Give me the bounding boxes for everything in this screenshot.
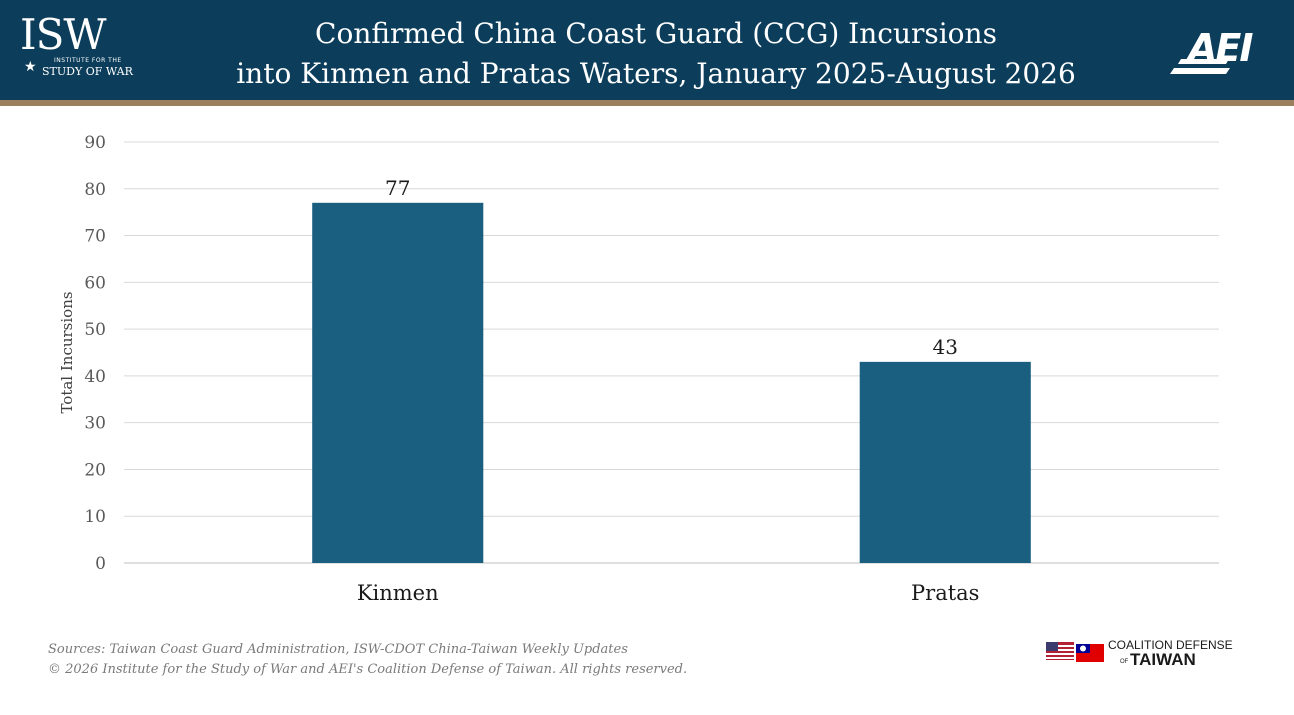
isw-logo-mark: ISW <box>20 10 107 59</box>
y-tick-label: 0 <box>95 554 106 574</box>
sources-text: Sources: Taiwan Coast Guard Administrati… <box>48 642 628 657</box>
x-tick-label: Pratas <box>911 581 979 605</box>
y-tick-label: 20 <box>84 460 106 480</box>
y-tick-label: 30 <box>84 414 106 434</box>
header-banner: ISW ★ INSTITUTE FOR THE STUDY OF WAR Con… <box>0 0 1294 100</box>
isw-logo-line1: INSTITUTE FOR THE <box>54 57 122 64</box>
x-tick-label: Kinmen <box>357 581 439 605</box>
copyright-text: © 2026 Institute for the Study of War an… <box>48 662 688 677</box>
aei-logo-stripes <box>1170 59 1230 74</box>
footnote: Sources: Taiwan Coast Guard Administrati… <box>48 640 748 680</box>
coalition-defense-taiwan-logo: COALITION DEFENSE OF TAIWAN <box>1046 638 1246 674</box>
y-tick-label: 90 <box>84 133 106 153</box>
chart-title-line2: into Kinmen and Pratas Waters, January 2… <box>236 57 1076 90</box>
coalition-logo-of: OF <box>1120 659 1129 665</box>
coalition-logo-line2: TAIWAN <box>1130 650 1196 669</box>
chart-title: Confirmed China Coast Guard (CCG) Incurs… <box>200 14 1112 94</box>
us-flag-icon <box>1046 642 1074 660</box>
y-tick-label: 70 <box>84 227 106 247</box>
flags-icon <box>1046 642 1104 662</box>
y-tick-label: 60 <box>84 273 106 293</box>
isw-logo: ISW ★ INSTITUTE FOR THE STUDY OF WAR <box>20 12 150 92</box>
aei-logo-mark: AEI <box>1188 26 1254 70</box>
y-tick-label: 80 <box>84 180 106 200</box>
data-label: 77 <box>385 176 410 200</box>
data-label: 43 <box>933 335 958 359</box>
y-tick-label: 10 <box>84 507 106 527</box>
bar-chart: 0 10 20 30 40 50 60 70 80 90 Total Incursions 77 Kin… <box>58 133 1219 605</box>
header-accent-stripe <box>0 100 1294 106</box>
star-icon: ★ <box>24 59 37 75</box>
taiwan-flag-icon <box>1076 644 1104 662</box>
coalition-logo-line1: COALITION DEFENSE <box>1108 638 1233 652</box>
chart-title-line1: Confirmed China Coast Guard (CCG) Incurs… <box>315 17 997 50</box>
isw-logo-line2: STUDY OF WAR <box>42 65 133 78</box>
y-tick-label: 50 <box>84 320 106 340</box>
y-axis-label: Total Incursions <box>58 291 76 413</box>
bar-pratas <box>859 361 1031 563</box>
y-tick-label: 40 <box>84 367 106 387</box>
bar-kinmen <box>312 202 484 564</box>
aei-logo: AEI <box>1166 22 1274 78</box>
